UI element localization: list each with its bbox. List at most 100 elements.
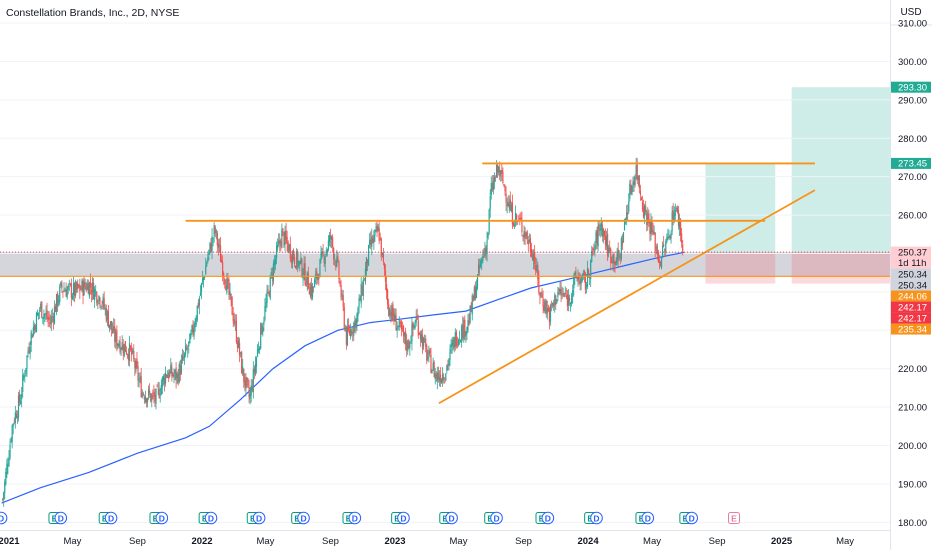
candle-515 bbox=[546, 300, 548, 320]
candle-347 bbox=[369, 233, 371, 249]
candle-66 bbox=[71, 292, 74, 301]
candle-174 bbox=[186, 343, 188, 351]
candle-404 bbox=[429, 347, 431, 357]
candle-267 bbox=[284, 225, 286, 252]
time-axis[interactable]: 2021 May Sep 2022 May Sep 2023 May Sep 2024 May Sep… bbox=[0, 530, 890, 548]
candle-575 bbox=[610, 247, 612, 271]
price-axis[interactable]: 310.00 300.00 290.00 280.00 270.00 260.00 250.… bbox=[890, 0, 932, 550]
candle-460 bbox=[488, 208, 490, 236]
price-tick-13: 180.00 bbox=[898, 518, 927, 529]
candle-70 bbox=[76, 281, 78, 293]
candle-485 bbox=[514, 205, 517, 227]
candle-33 bbox=[36, 309, 39, 317]
candle-169 bbox=[180, 354, 182, 375]
candle-473 bbox=[502, 167, 504, 185]
candle-214 bbox=[228, 277, 230, 300]
candle-123 bbox=[132, 347, 134, 355]
label-293-30[interactable]: 293.30 bbox=[891, 81, 931, 94]
dividend-icon-16[interactable]: D bbox=[397, 511, 410, 525]
dividend-icon-10[interactable]: D bbox=[252, 511, 266, 525]
dividend-icon-12[interactable]: D bbox=[297, 511, 310, 525]
dividend-icon-28[interactable]: D bbox=[685, 511, 698, 525]
candle-372 bbox=[395, 308, 397, 331]
dividend-icon-8[interactable]: D bbox=[204, 511, 218, 525]
candle-505 bbox=[536, 258, 538, 273]
candle-97 bbox=[104, 304, 106, 316]
candle-272 bbox=[289, 236, 291, 263]
dividend-icon-4[interactable]: D bbox=[104, 511, 118, 525]
label-235-34[interactable]: 235.34 bbox=[891, 323, 931, 336]
candle-288 bbox=[306, 271, 308, 291]
rising-trendline[interactable] bbox=[438, 189, 816, 405]
candle-74 bbox=[80, 285, 82, 291]
candle-611 bbox=[648, 209, 650, 227]
candle-207 bbox=[220, 253, 223, 264]
candle-231 bbox=[246, 377, 248, 388]
candle-211 bbox=[225, 279, 227, 291]
dividend-icon-2[interactable]: D bbox=[54, 511, 68, 525]
candle-239 bbox=[254, 356, 257, 377]
long-stop-1[interactable] bbox=[705, 252, 776, 284]
candle-506 bbox=[537, 261, 539, 287]
label-250-34a[interactable]: 250.34 bbox=[891, 268, 931, 281]
earnings-icon-29[interactable]: E bbox=[727, 512, 740, 524]
candle-253 bbox=[269, 274, 271, 301]
dividend-icon-24[interactable]: D bbox=[590, 511, 603, 525]
candle-42 bbox=[46, 302, 48, 323]
candle-458 bbox=[486, 231, 488, 262]
candle-444 bbox=[471, 293, 473, 321]
svg-text:273.45: 273.45 bbox=[898, 159, 927, 170]
label-273-45[interactable]: 273.45 bbox=[891, 157, 931, 170]
svg-text:D: D bbox=[449, 513, 455, 523]
label-242-17b[interactable]: 242.17 bbox=[891, 312, 931, 325]
candle-293 bbox=[311, 282, 314, 301]
candle-357 bbox=[379, 232, 381, 241]
candle-552 bbox=[585, 281, 588, 294]
candle-270 bbox=[287, 240, 289, 254]
dividend-icon-22[interactable]: D bbox=[541, 511, 555, 525]
candles-layer bbox=[2, 157, 684, 507]
label-250-34b[interactable]: 250.34 bbox=[891, 279, 931, 292]
candle-28 bbox=[31, 333, 33, 339]
gray-support-zone[interactable] bbox=[0, 252, 890, 277]
candle-184 bbox=[196, 305, 198, 323]
candle-612 bbox=[649, 219, 651, 242]
candle-534 bbox=[566, 289, 569, 311]
candle-186 bbox=[198, 295, 200, 315]
candle-332 bbox=[353, 321, 355, 341]
currency-label[interactable]: USD bbox=[900, 7, 922, 18]
candle-206 bbox=[219, 236, 222, 263]
candle-627 bbox=[665, 239, 667, 256]
candle-167 bbox=[178, 361, 180, 384]
dividend-icon-26[interactable]: D bbox=[641, 511, 655, 525]
dividend-icon-18[interactable]: D bbox=[445, 511, 458, 525]
dividend-icon-6[interactable]: D bbox=[155, 511, 169, 525]
long-stop-2[interactable] bbox=[791, 252, 890, 284]
dividend-icon-14[interactable]: D bbox=[348, 511, 362, 525]
dividend-icon-0[interactable]: D bbox=[0, 511, 8, 525]
candle-92 bbox=[99, 296, 101, 309]
candle-146 bbox=[156, 383, 158, 387]
candle-295 bbox=[314, 277, 316, 288]
candle-335 bbox=[356, 312, 358, 331]
label-242-17a[interactable]: 242.17 bbox=[891, 301, 931, 314]
candle-423 bbox=[449, 344, 451, 367]
candle-301 bbox=[320, 245, 322, 264]
candle-442 bbox=[469, 305, 471, 325]
svg-text:D: D bbox=[58, 513, 64, 523]
candle-520 bbox=[552, 302, 554, 309]
svg-text:D: D bbox=[300, 513, 306, 523]
candle-177 bbox=[189, 333, 191, 344]
long-target-2[interactable] bbox=[791, 87, 890, 253]
candle-374 bbox=[397, 325, 399, 331]
candle-111 bbox=[119, 336, 121, 355]
long-target-1[interactable] bbox=[705, 163, 776, 253]
label-244-06[interactable]: 244.06 bbox=[891, 290, 931, 303]
candle-408 bbox=[433, 360, 435, 378]
candle-99 bbox=[106, 309, 108, 326]
time-tick-12: 2025 bbox=[771, 536, 793, 547]
dividend-icon-20[interactable]: D bbox=[490, 511, 503, 525]
candle-249 bbox=[265, 293, 267, 312]
